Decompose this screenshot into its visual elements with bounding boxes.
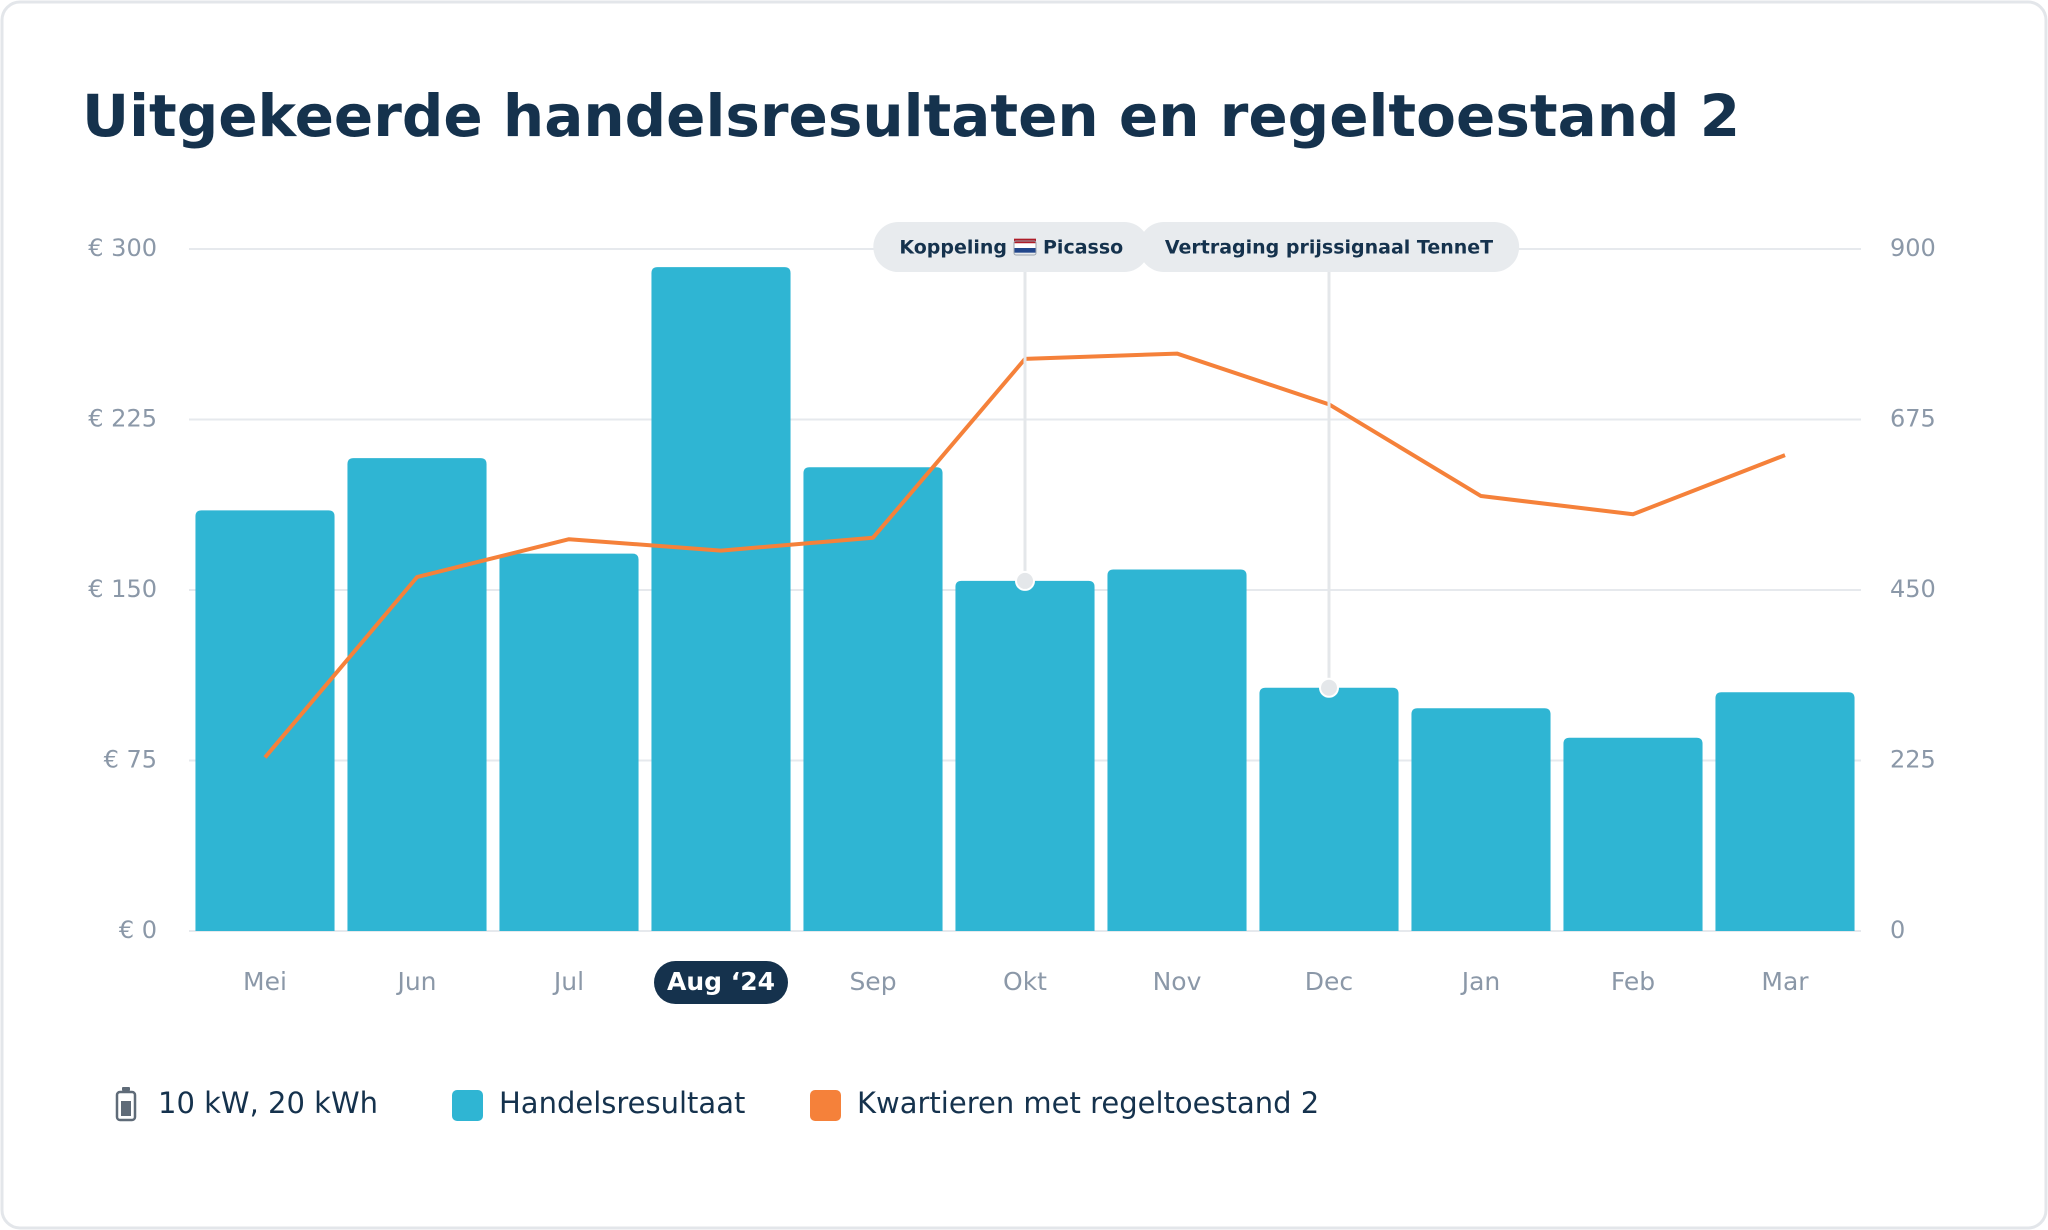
- y-tick-label: € 150: [88, 575, 157, 603]
- chart-title: Uitgekeerde handelsresultaten en regelto…: [82, 82, 1740, 150]
- legend-label: Handelsresultaat: [499, 1086, 745, 1120]
- x-tick-label: Jan: [1460, 967, 1501, 996]
- legend-label: Kwartieren met regeltoestand 2: [857, 1086, 1319, 1120]
- y-tick-label: € 0: [119, 916, 157, 944]
- x-tick-label: Jun: [395, 967, 436, 996]
- annotation-pill: [1138, 222, 1520, 272]
- x-tick-label: Dec: [1305, 967, 1353, 996]
- legend-swatch: [452, 1090, 483, 1121]
- x-tick-label: Mei: [243, 967, 287, 996]
- bar: [1563, 737, 1703, 931]
- y2-tick-label: 0: [1890, 916, 1905, 944]
- battery-body: [115, 1090, 137, 1122]
- annotation-dot: [1319, 677, 1339, 698]
- annotation: Koppeling Picasso: [873, 222, 1150, 591]
- bar: [651, 267, 791, 932]
- annotation-text: Koppeling: [899, 237, 1007, 259]
- category-highlight: [654, 961, 788, 1004]
- flag-border: [1013, 240, 1037, 256]
- x-tick-label: Mar: [1761, 967, 1809, 996]
- bar: [1107, 569, 1247, 931]
- y-tick-label: € 225: [88, 405, 157, 433]
- bar: [1259, 687, 1399, 931]
- y2-tick-label: 900: [1890, 234, 1936, 262]
- bar: [803, 467, 943, 931]
- bar: [1715, 692, 1855, 931]
- y2-tick-label: 450: [1890, 575, 1936, 603]
- x-tick-label: Aug ‘24: [667, 967, 775, 996]
- legend-note: 10 kW, 20 kWh: [158, 1086, 378, 1120]
- battery-fill: [121, 1101, 131, 1116]
- annotation-text: Picasso: [1043, 237, 1123, 259]
- annotation-pill: [873, 222, 1150, 272]
- battery-cap: [122, 1087, 130, 1091]
- bar: [347, 458, 487, 931]
- annotation-text: Vertraging prijssignaal TenneT: [1165, 237, 1493, 259]
- x-tick-label: Sep: [849, 967, 896, 996]
- annotation: Vertraging prijssignaal TenneT: [1138, 222, 1520, 698]
- y-tick-label: € 75: [104, 746, 157, 774]
- flag-stripe: [1014, 243, 1036, 249]
- bar: [195, 510, 335, 931]
- annotation-dot: [1015, 570, 1035, 591]
- x-tick-label: Jul: [552, 967, 584, 996]
- y2-tick-label: 675: [1890, 405, 1936, 433]
- bar: [955, 580, 1095, 931]
- bar: [1411, 708, 1551, 931]
- y-tick-label: € 300: [88, 234, 157, 262]
- battery-icon: [115, 1087, 137, 1122]
- x-tick-label: Okt: [1003, 967, 1047, 996]
- bar: [499, 553, 639, 931]
- x-tick-label: Nov: [1153, 967, 1202, 996]
- y2-tick-label: 225: [1890, 746, 1936, 774]
- flag-stripe: [1014, 248, 1036, 253]
- x-tick-label: Feb: [1611, 967, 1655, 996]
- legend-swatch: [810, 1090, 841, 1121]
